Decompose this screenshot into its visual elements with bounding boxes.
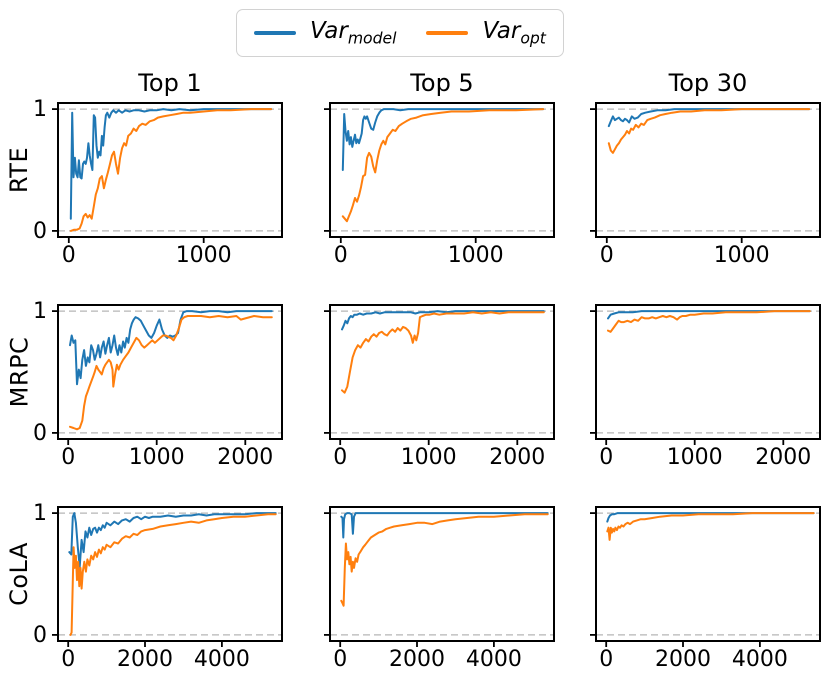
row-label-text: MRPC: [5, 336, 33, 408]
x-tick-label: 0: [333, 647, 347, 672]
x-tick-label: 0: [599, 445, 613, 470]
chart-canvas: 0 1000: [590, 102, 821, 268]
row-label-mrpc: MRPC: [2, 305, 36, 439]
series-line-Var_model: [606, 512, 815, 523]
x-tick-label: 1000: [667, 445, 723, 470]
legend-item-var-opt: Varopt: [426, 17, 546, 48]
subplot-rte-top5: 0 1000: [324, 102, 555, 268]
x-tick-label: 0: [61, 647, 75, 672]
column-title-top1: Top 1: [138, 69, 202, 97]
plot-border: [329, 304, 555, 440]
y-tick-label: 0: [33, 219, 47, 244]
legend-label-var-model: Varmodel: [310, 17, 397, 48]
chart-canvas: 0 2000 4000: [324, 506, 555, 672]
subplot-mrpc-top30: 0 1000 2000: [590, 304, 821, 470]
x-tick-label: 1000: [714, 243, 770, 268]
legend-line-swatch-var-opt-icon: [426, 31, 469, 35]
series-line-Var_opt: [607, 108, 811, 154]
x-tick-label: 1000: [129, 445, 185, 470]
chart-canvas: 0 1000 0 1: [33, 97, 283, 268]
series-line-Var_opt: [606, 512, 815, 541]
row-label-cola: CoLA: [2, 507, 36, 641]
x-tick-label: 1000: [176, 243, 232, 268]
chart-canvas: 0 1000 2000 0 1: [33, 299, 283, 470]
x-tick-label: 0: [333, 445, 347, 470]
series-line-Var_opt: [69, 108, 273, 232]
x-tick-label: 2000: [755, 445, 811, 470]
x-tick-label: 2000: [217, 445, 273, 470]
series-line-Var_model: [340, 512, 549, 539]
y-tick-label: 0: [33, 421, 47, 446]
x-tick-label: 4000: [194, 647, 250, 672]
series-line-Var_model: [341, 310, 545, 331]
x-tick-label: 2000: [389, 647, 445, 672]
x-tick-label: 1000: [448, 243, 504, 268]
plot-border: [595, 506, 821, 642]
subplot-mrpc-top1: 0 1000 2000 0 1: [33, 299, 283, 470]
series-line-Var_opt: [340, 513, 549, 607]
row-label-text: RTE: [5, 146, 34, 194]
subplot-mrpc-top5: 0 1000 2000: [324, 304, 555, 470]
x-tick-label: 0: [334, 243, 348, 268]
chart-canvas: 0 1000: [324, 102, 555, 268]
series-line-Var_opt: [607, 310, 811, 333]
subplot-cola-top30: 0 2000 4000: [590, 506, 821, 672]
series-line-Var_model: [69, 310, 273, 386]
series-line-Var_opt: [69, 513, 277, 636]
column-title-top5: Top 5: [410, 69, 474, 97]
x-tick-label: 2000: [117, 647, 173, 672]
plot-border: [329, 506, 555, 642]
legend: Varmodel Varopt: [236, 9, 564, 57]
legend-line-swatch-var-model-icon: [254, 31, 296, 35]
plot-border: [595, 304, 821, 440]
row-label-rte: RTE: [2, 103, 36, 237]
plot-border: [57, 304, 283, 440]
plot-border: [57, 506, 283, 642]
legend-label-var-opt: Varopt: [482, 17, 546, 48]
plot-border: [595, 102, 821, 238]
subplot-cola-top1: 0 2000 4000 0 1: [33, 501, 283, 672]
series-line-Var_model: [69, 108, 273, 220]
chart-canvas: 0 2000 4000 0 1: [33, 501, 283, 672]
x-tick-label: 2000: [655, 647, 711, 672]
y-tick-label: 1: [33, 97, 47, 122]
series-line-Var_opt: [69, 315, 273, 431]
x-tick-label: 1000: [401, 445, 457, 470]
x-tick-label: 0: [62, 243, 76, 268]
x-tick-label: 0: [599, 647, 613, 672]
series-line-Var_model: [341, 108, 545, 171]
series-line-Var_model: [68, 512, 277, 568]
x-tick-label: 0: [61, 445, 75, 470]
series-line-Var_opt: [341, 311, 545, 394]
chart-canvas: 0 2000 4000: [590, 506, 821, 672]
y-tick-label: 1: [33, 501, 47, 526]
series-line-Var_model: [607, 108, 811, 128]
subplot-cola-top5: 0 2000 4000: [324, 506, 555, 672]
legend-item-var-model: Varmodel: [254, 17, 397, 48]
column-title-top30: Top 30: [668, 69, 748, 97]
plot-border: [57, 102, 283, 238]
series-line-Var_opt: [341, 108, 545, 223]
chart-canvas: 0 1000 2000: [590, 304, 821, 470]
y-tick-label: 0: [33, 623, 47, 648]
y-tick-label: 1: [33, 299, 47, 324]
x-tick-label: 4000: [732, 647, 788, 672]
x-tick-label: 4000: [466, 647, 522, 672]
chart-canvas: 0 1000 2000: [324, 304, 555, 470]
subplot-rte-top30: 0 1000: [590, 102, 821, 268]
plot-border: [329, 102, 555, 238]
series-line-Var_model: [607, 310, 811, 320]
row-label-text: CoLA: [5, 542, 33, 606]
x-tick-label: 0: [600, 243, 614, 268]
x-tick-label: 2000: [489, 445, 545, 470]
subplot-rte-top1: 0 1000 0 1: [33, 97, 283, 268]
